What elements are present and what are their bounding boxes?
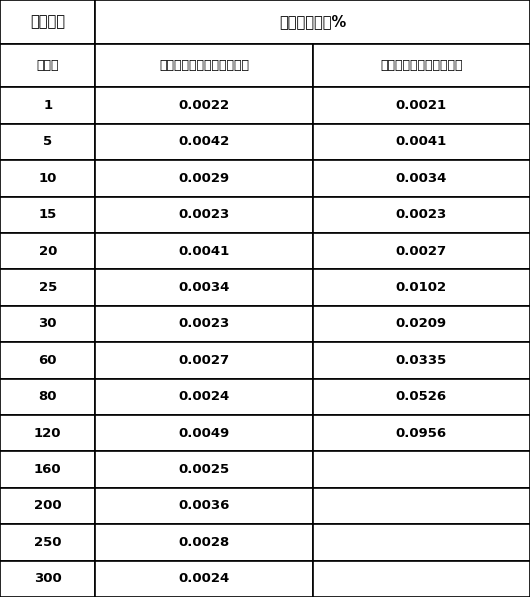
Text: 80: 80: [39, 390, 57, 404]
Text: 0.0025: 0.0025: [179, 463, 229, 476]
Bar: [95, 269, 313, 306]
Bar: [313, 87, 530, 124]
Bar: [0, 44, 95, 87]
Bar: [313, 196, 530, 233]
Text: 60: 60: [39, 354, 57, 367]
Bar: [0, 378, 95, 415]
Bar: [95, 233, 313, 269]
Bar: [95, 561, 313, 597]
Text: （天）: （天）: [37, 59, 59, 72]
Text: 0.0526: 0.0526: [396, 390, 447, 404]
Text: 30: 30: [39, 318, 57, 331]
Bar: [313, 342, 530, 378]
Bar: [0, 160, 95, 196]
Text: 0.0023: 0.0023: [396, 208, 447, 221]
Text: 0.0021: 0.0021: [396, 99, 447, 112]
Text: 300: 300: [34, 573, 61, 585]
Text: 0.0209: 0.0209: [396, 318, 447, 331]
Text: 产品烯烃含量%: 产品烯烃含量%: [279, 14, 346, 29]
Text: 10: 10: [39, 172, 57, 185]
Bar: [313, 524, 530, 561]
Bar: [0, 488, 95, 524]
Bar: [95, 378, 313, 415]
Bar: [0, 233, 95, 269]
Bar: [95, 87, 313, 124]
Text: 0.0023: 0.0023: [179, 208, 229, 221]
Bar: [95, 342, 313, 378]
Bar: [313, 44, 530, 87]
Bar: [0, 124, 95, 160]
Text: 0.0956: 0.0956: [396, 427, 447, 439]
Text: 0.0029: 0.0029: [179, 172, 229, 185]
Text: 本发明活化剂活化后却化剂: 本发明活化剂活化后却化剂: [159, 59, 249, 72]
Bar: [0, 451, 95, 488]
Text: 0.0024: 0.0024: [179, 573, 229, 585]
Text: 0.0041: 0.0041: [179, 245, 229, 258]
Bar: [313, 378, 530, 415]
Bar: [95, 196, 313, 233]
Bar: [95, 451, 313, 488]
Bar: [313, 415, 530, 451]
Text: 1: 1: [43, 99, 52, 112]
Text: 20: 20: [39, 245, 57, 258]
Text: 0.0335: 0.0335: [396, 354, 447, 367]
Text: 0.0042: 0.0042: [179, 136, 229, 149]
Text: 0.0034: 0.0034: [179, 281, 229, 294]
Text: 250: 250: [34, 536, 61, 549]
Bar: [313, 124, 530, 160]
Bar: [95, 306, 313, 342]
Bar: [95, 524, 313, 561]
Text: 120: 120: [34, 427, 61, 439]
Text: 15: 15: [39, 208, 57, 221]
Text: 运行时间: 运行时间: [30, 14, 65, 29]
Bar: [95, 124, 313, 160]
Bar: [0, 342, 95, 378]
Text: 0.0049: 0.0049: [179, 427, 229, 439]
Bar: [0, 196, 95, 233]
Text: 5: 5: [43, 136, 52, 149]
Bar: [95, 0, 530, 44]
Text: 0.0034: 0.0034: [396, 172, 447, 185]
Bar: [0, 0, 95, 44]
Text: 25: 25: [39, 281, 57, 294]
Text: 200: 200: [34, 500, 61, 512]
Bar: [95, 160, 313, 196]
Bar: [313, 451, 530, 488]
Bar: [313, 233, 530, 269]
Bar: [313, 269, 530, 306]
Bar: [95, 488, 313, 524]
Text: 常用活化剂活化后却化剂: 常用活化剂活化后却化剂: [380, 59, 463, 72]
Bar: [313, 160, 530, 196]
Bar: [0, 561, 95, 597]
Bar: [313, 488, 530, 524]
Bar: [95, 415, 313, 451]
Bar: [95, 44, 313, 87]
Bar: [0, 87, 95, 124]
Text: 0.0023: 0.0023: [179, 318, 229, 331]
Bar: [0, 415, 95, 451]
Text: 0.0041: 0.0041: [396, 136, 447, 149]
Bar: [313, 561, 530, 597]
Bar: [0, 269, 95, 306]
Text: 0.0028: 0.0028: [179, 536, 229, 549]
Text: 0.0102: 0.0102: [396, 281, 447, 294]
Text: 0.0022: 0.0022: [179, 99, 229, 112]
Text: 0.0024: 0.0024: [179, 390, 229, 404]
Bar: [0, 524, 95, 561]
Text: 0.0036: 0.0036: [179, 500, 229, 512]
Text: 0.0027: 0.0027: [179, 354, 229, 367]
Bar: [313, 306, 530, 342]
Text: 160: 160: [34, 463, 61, 476]
Bar: [0, 306, 95, 342]
Text: 0.0027: 0.0027: [396, 245, 447, 258]
